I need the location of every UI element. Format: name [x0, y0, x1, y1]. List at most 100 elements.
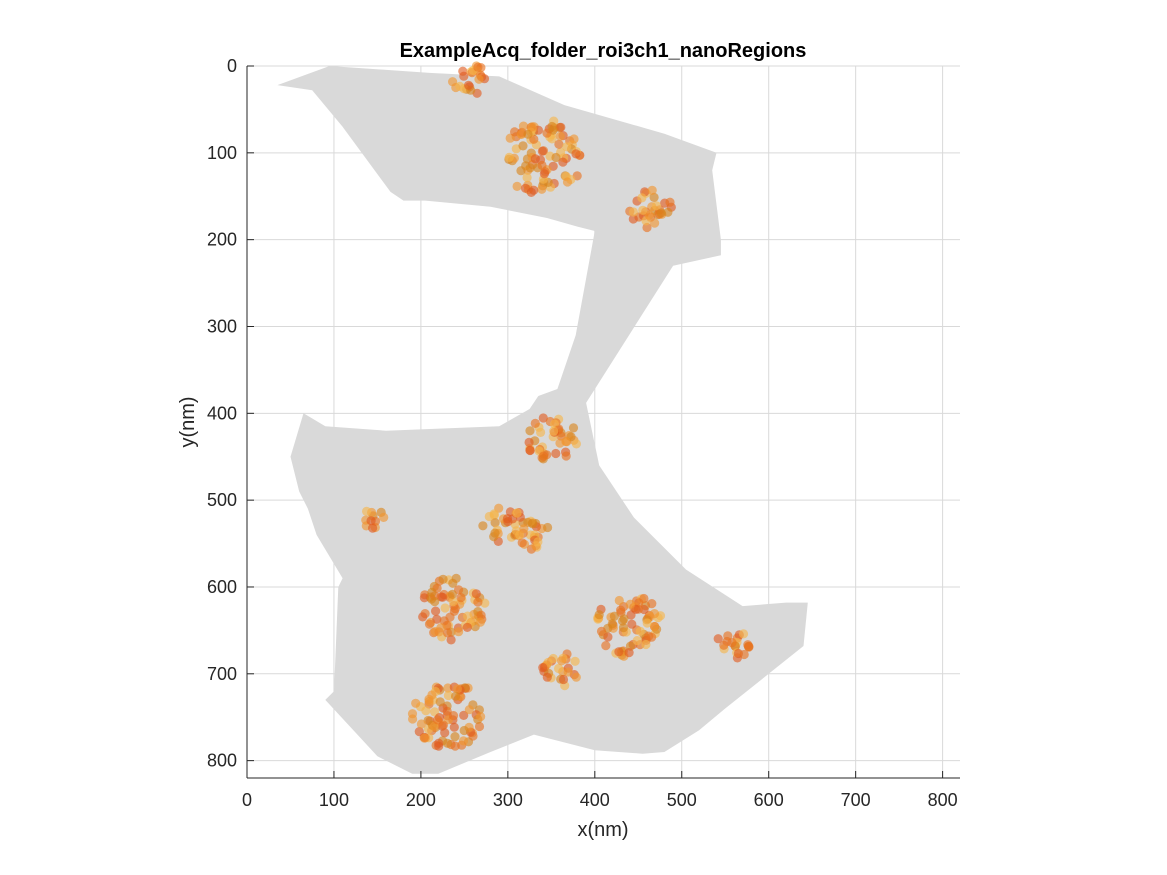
data-point — [537, 184, 547, 194]
data-point — [650, 218, 660, 228]
data-point — [713, 634, 723, 644]
data-point — [571, 672, 581, 682]
data-point — [530, 154, 540, 164]
data-point — [518, 121, 529, 131]
data-point — [517, 538, 527, 548]
data-point — [614, 595, 624, 606]
data-point — [641, 639, 651, 650]
data-point — [562, 177, 573, 187]
x-axis-label: x(nm) — [577, 819, 628, 841]
data-point — [665, 197, 675, 207]
data-point — [475, 617, 485, 627]
x-tick-label: 600 — [754, 790, 784, 810]
data-point — [529, 185, 539, 195]
x-tick-label: 200 — [406, 790, 436, 810]
data-point — [625, 599, 635, 609]
data-point — [614, 647, 624, 657]
data-point — [366, 516, 376, 526]
data-point — [571, 149, 581, 159]
data-point — [459, 725, 469, 736]
x-tick-label: 700 — [841, 790, 871, 810]
data-point — [549, 426, 559, 436]
data-point — [561, 436, 571, 447]
x-tick-label: 400 — [580, 790, 610, 810]
data-point — [464, 705, 474, 715]
data-point — [530, 418, 540, 428]
data-point — [543, 522, 553, 533]
data-point — [743, 640, 753, 650]
data-point — [727, 638, 737, 648]
data-point — [462, 622, 472, 633]
chart-title: ExampleAcq_folder_roi3ch1_nanoRegions — [400, 40, 807, 62]
data-point — [639, 593, 649, 604]
data-point — [446, 635, 456, 645]
data-point — [474, 74, 484, 84]
data-point — [596, 626, 607, 637]
data-point — [438, 574, 448, 584]
data-point — [516, 166, 526, 176]
data-point — [616, 605, 626, 615]
data-point — [464, 80, 474, 90]
data-point — [456, 593, 466, 603]
data-point — [649, 192, 659, 202]
y-tick-label: 700 — [207, 664, 237, 684]
data-point — [594, 610, 604, 620]
data-point — [455, 81, 465, 91]
data-point — [443, 690, 453, 701]
data-point — [663, 207, 673, 217]
data-point — [442, 628, 453, 638]
data-point — [512, 181, 522, 191]
data-point — [558, 157, 568, 167]
data-point — [607, 619, 617, 629]
data-point — [738, 629, 749, 639]
data-point — [563, 667, 573, 677]
data-point — [427, 587, 437, 598]
data-point — [476, 712, 486, 722]
data-point — [452, 684, 463, 694]
data-point — [448, 578, 458, 588]
data-point — [504, 152, 514, 162]
x-tick-label: 0 — [242, 790, 252, 810]
data-point — [603, 632, 613, 642]
data-point — [635, 626, 645, 636]
data-point — [637, 193, 647, 203]
data-point — [435, 697, 445, 707]
data-point — [490, 528, 500, 538]
data-point — [459, 71, 469, 81]
data-point — [628, 214, 638, 224]
data-point — [538, 413, 548, 423]
data-point — [490, 518, 500, 528]
data-point — [551, 448, 561, 459]
data-point — [649, 609, 660, 619]
points-layer — [361, 61, 754, 751]
y-tick-label: 100 — [207, 143, 237, 163]
data-point — [525, 445, 535, 456]
data-point — [618, 623, 629, 633]
data-point — [647, 632, 657, 642]
x-tick-label: 500 — [667, 790, 697, 810]
data-point — [647, 599, 657, 609]
data-point — [512, 508, 522, 518]
y-tick-label: 0 — [227, 56, 237, 76]
data-point — [739, 649, 749, 660]
data-point — [458, 736, 469, 746]
data-point — [651, 201, 662, 211]
x-tick-label: 300 — [493, 790, 523, 810]
data-point — [430, 597, 440, 607]
data-point — [424, 619, 435, 629]
y-tick-label: 300 — [207, 316, 237, 336]
data-point — [459, 710, 469, 721]
data-point — [520, 183, 531, 193]
data-point — [519, 524, 529, 534]
data-point — [484, 511, 494, 522]
data-point — [424, 694, 434, 704]
data-point — [450, 741, 460, 751]
data-point — [448, 597, 458, 607]
data-point — [448, 711, 459, 721]
data-point — [569, 134, 579, 144]
data-point — [434, 741, 444, 751]
data-point — [432, 614, 442, 624]
data-point — [624, 648, 634, 658]
data-point — [561, 451, 571, 461]
